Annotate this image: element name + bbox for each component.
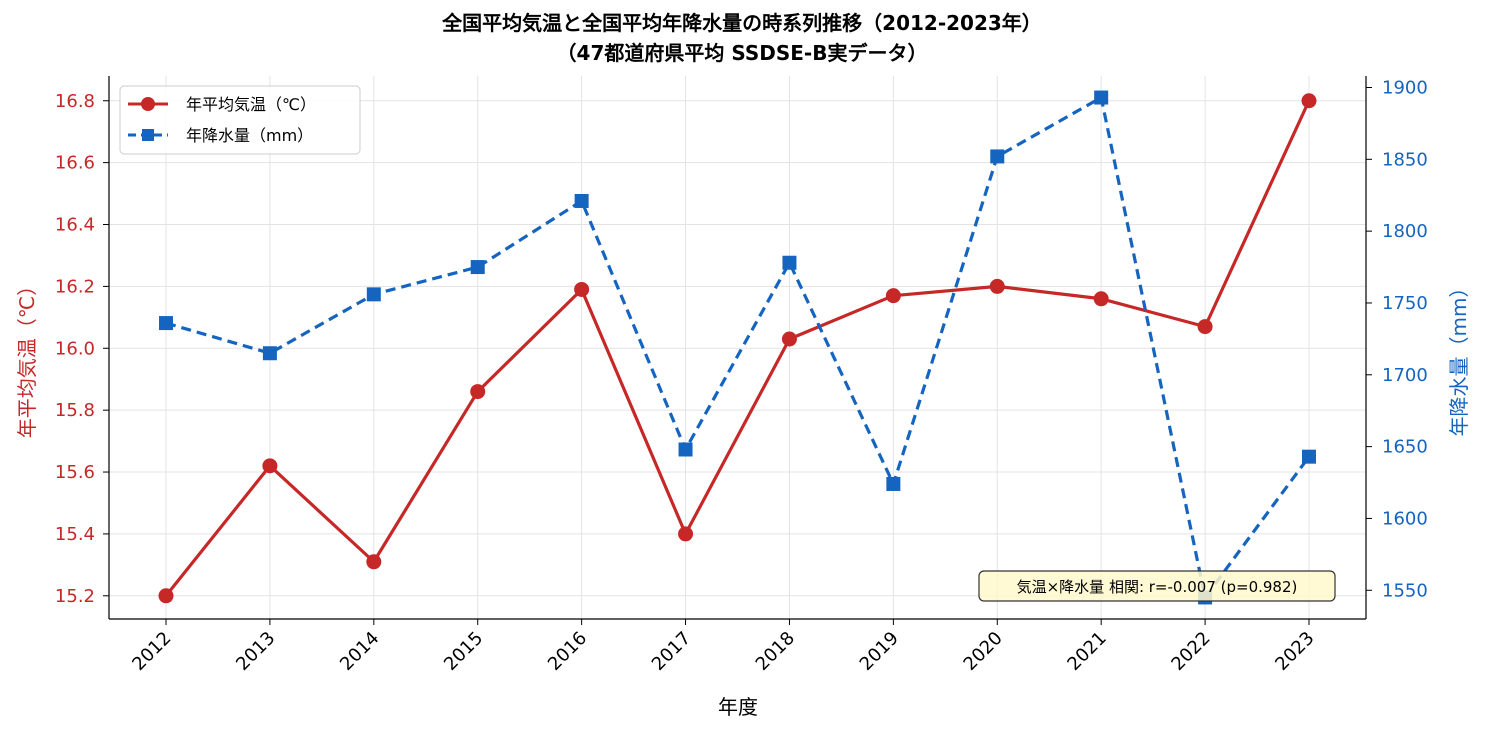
- y-left-tick-label: 16.8: [55, 91, 95, 112]
- y-left-tick-label: 15.8: [55, 400, 95, 421]
- precipitation-point: [678, 442, 693, 457]
- y-right-tick-label: 1850: [1382, 149, 1428, 170]
- legend-label-temperature: 年平均気温（℃）: [186, 95, 316, 114]
- precipitation-point: [470, 260, 485, 275]
- temperature-point: [1197, 319, 1213, 335]
- x-tick-label: 2019: [856, 628, 903, 675]
- series-layer: [158, 90, 1317, 605]
- x-tick-label: 2013: [232, 628, 279, 675]
- y-left-tick-label: 16.0: [55, 338, 95, 359]
- x-tick-label: 2020: [960, 628, 1007, 675]
- x-tick-label: 2023: [1271, 628, 1318, 675]
- precipitation-point: [1302, 449, 1316, 464]
- x-tick-label: 2014: [336, 628, 383, 675]
- y-axis-left-label: 年平均気温（℃）: [15, 276, 39, 438]
- y-left-tick-label: 15.4: [55, 524, 95, 545]
- correlation-annotation: 気温×降水量 相関: r=-0.007 (p=0.982): [978, 570, 1336, 602]
- y-left-tick-label: 15.6: [55, 462, 95, 483]
- legend-marker-temperature: [141, 97, 155, 111]
- y-right-tick-label: 1550: [1382, 580, 1428, 601]
- precipitation-line: [165, 95, 1311, 600]
- temperature-point: [262, 458, 278, 474]
- x-axis-label: 年度: [718, 695, 758, 719]
- precipitation-point: [782, 255, 797, 270]
- temperature-point: [989, 278, 1005, 294]
- labels-layer: 全国平均気温と全国平均年降水量の時系列推移（2012-2023年） （47都道府…: [15, 11, 1471, 719]
- y-right-tick-label: 1750: [1382, 293, 1428, 314]
- annotation-text: 気温×降水量 相関: r=-0.007 (p=0.982): [1017, 578, 1298, 596]
- x-tick-label: 2018: [752, 628, 799, 675]
- y-right-tick-label: 1900: [1382, 77, 1428, 98]
- legend-label-precipitation: 年降水量（mm）: [186, 126, 313, 145]
- x-tick-label: 2021: [1063, 628, 1110, 675]
- y-left-tick-label: 16.2: [55, 276, 95, 297]
- chart-subtitle: （47都道府県平均 SSDSE-B実データ）: [557, 41, 928, 65]
- temperature-point: [781, 331, 797, 347]
- temperature-point: [366, 554, 382, 570]
- temperature-point: [158, 588, 174, 604]
- y-right-tick-label: 1650: [1382, 437, 1428, 458]
- legend: 年平均気温（℃） 年降水量（mm）: [119, 85, 361, 155]
- precipitation-point: [574, 193, 589, 208]
- temperature-point: [885, 288, 901, 304]
- precipitation-point: [990, 149, 1005, 164]
- legend-marker-precipitation: [142, 129, 154, 141]
- x-tick-label: 2016: [544, 628, 591, 675]
- y-left-tick-label: 15.2: [55, 586, 95, 607]
- temperature-line: [164, 100, 1311, 597]
- y-left-tick-label: 16.4: [55, 215, 95, 236]
- temperature-point: [470, 384, 486, 400]
- x-tick-label: 2022: [1167, 628, 1214, 675]
- temperature-point: [1093, 291, 1109, 307]
- precipitation-point: [366, 287, 381, 302]
- temperature-point: [678, 526, 694, 542]
- precipitation-point: [262, 346, 277, 361]
- precipitation-point: [886, 476, 901, 491]
- y-right-tick-label: 1600: [1382, 508, 1428, 529]
- y-right-tick-label: 1700: [1382, 365, 1428, 386]
- temperature-point: [1301, 93, 1317, 109]
- y-right-tick-label: 1800: [1382, 221, 1428, 242]
- y-axis-right-label: 年降水量（mm）: [1447, 278, 1471, 437]
- precipitation-point: [1094, 90, 1109, 105]
- temperature-point: [574, 281, 590, 297]
- x-tick-label: 2012: [128, 628, 175, 675]
- legend-box: [119, 85, 361, 155]
- precipitation-point: [159, 316, 173, 331]
- x-tick-label: 2017: [648, 628, 695, 675]
- grid-layer: [109, 76, 1366, 619]
- x-tick-label: 2015: [440, 628, 487, 675]
- annotation-box: [978, 570, 1336, 602]
- y-left-tick-label: 16.6: [55, 153, 95, 174]
- chart-title: 全国平均気温と全国平均年降水量の時系列推移（2012-2023年）: [441, 11, 1042, 35]
